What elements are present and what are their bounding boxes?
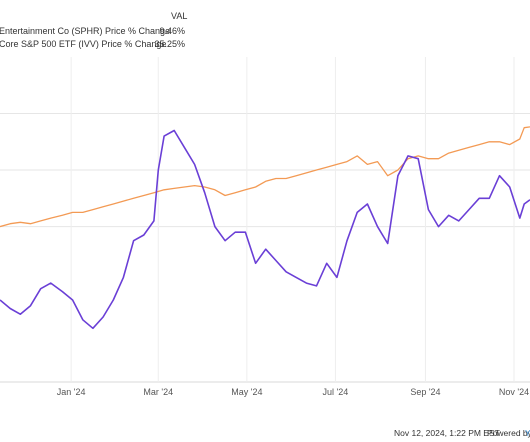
legend-value-ivv: 35.25%	[154, 39, 185, 49]
series-line	[0, 126, 530, 228]
x-tick-label: Jul '24	[323, 387, 349, 397]
x-tick-label: Mar '24	[143, 387, 173, 397]
legend: VAL Entertainment Co (SPHR) Price % Chan…	[0, 11, 187, 49]
legend-value-sphr: 9.46%	[159, 26, 185, 36]
legend-label-ivv[interactable]: Core S&P 500 ETF (IVV) Price % Change	[0, 39, 166, 49]
x-tick-label: Jan '24	[57, 387, 86, 397]
x-tick-label: May '24	[231, 387, 262, 397]
grid-layer	[0, 57, 530, 383]
footer: Nov 12, 2024, 1:22 PM EST Powered by Y	[394, 428, 530, 438]
legend-label-sphr[interactable]: Entertainment Co (SPHR) Price % Change	[0, 26, 170, 36]
series-layer	[0, 126, 530, 330]
series-line	[0, 129, 530, 330]
footer-powered-by[interactable]: Powered by	[487, 428, 530, 438]
footer-timestamp: Nov 12, 2024, 1:22 PM EST	[394, 428, 500, 438]
ycharts-logo-icon: Y	[525, 428, 530, 438]
x-tick-label: Nov '24	[499, 387, 529, 397]
x-tick-label: Sep '24	[410, 387, 440, 397]
x-axis-ticks: Jan '24 Mar '24 May '24 Jul '24 Sep '24 Nov '…	[57, 387, 529, 397]
legend-header: VAL	[171, 11, 187, 21]
